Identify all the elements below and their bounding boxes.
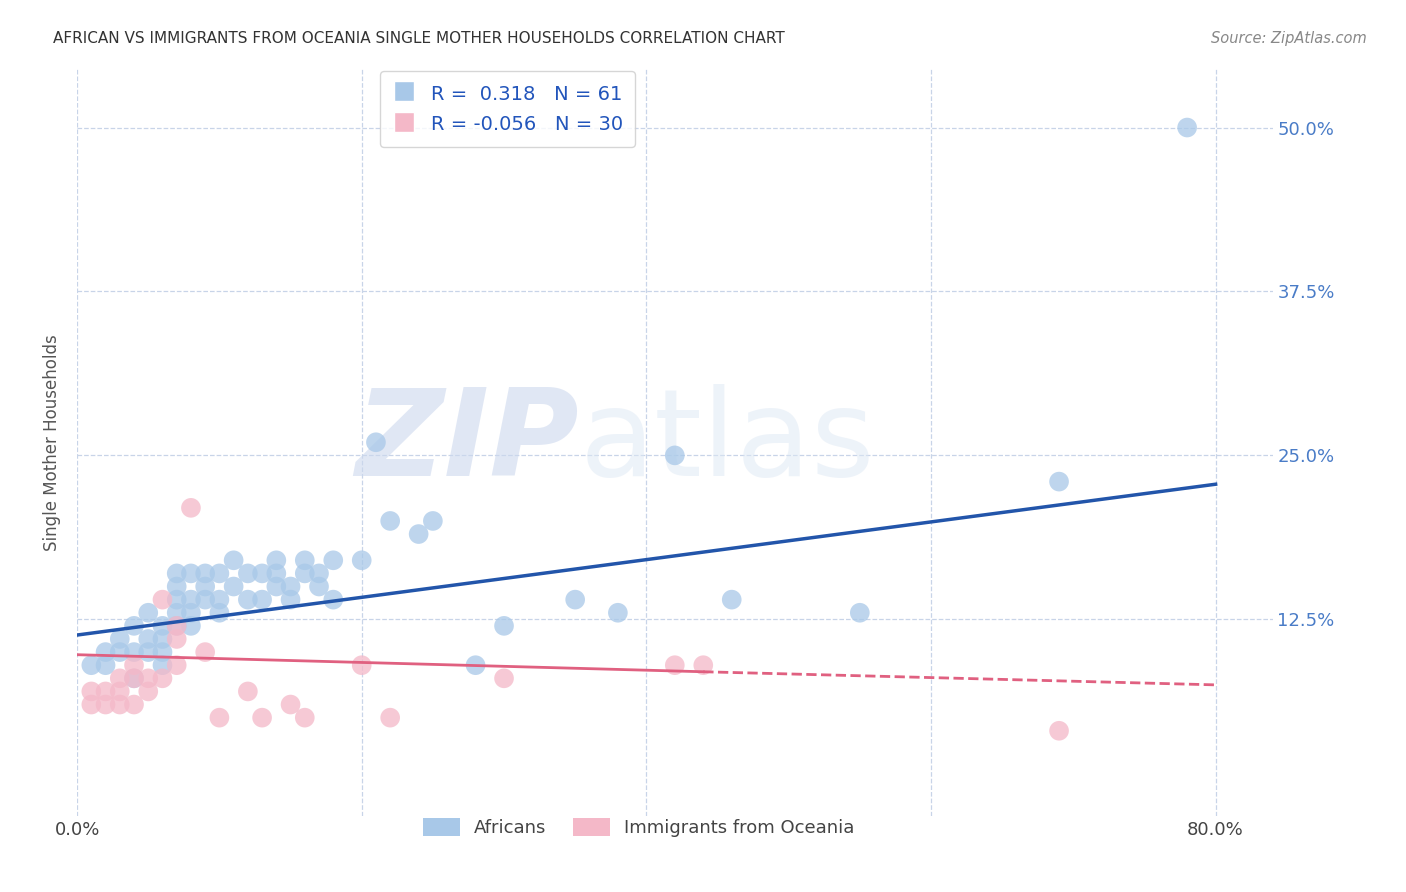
Point [152,592,174,607]
Point [380,711,402,725]
Point [108,684,131,698]
Point [208,711,231,725]
Point [108,698,131,712]
Point [1175,120,1198,135]
Point [280,580,302,594]
Point [108,671,131,685]
Point [236,566,259,581]
Point [166,592,188,607]
Point [122,658,145,673]
Point [80,684,103,698]
Point [152,645,174,659]
Point [94,645,117,659]
Point [194,566,217,581]
Point [364,435,387,450]
Point [380,514,402,528]
Text: AFRICAN VS IMMIGRANTS FROM OCEANIA SINGLE MOTHER HOUSEHOLDS CORRELATION CHART: AFRICAN VS IMMIGRANTS FROM OCEANIA SINGL… [53,31,785,46]
Point [266,580,288,594]
Point [1047,475,1070,489]
Point [322,592,344,607]
Point [152,632,174,646]
Point [350,658,373,673]
Point [194,580,217,594]
Point [492,671,515,685]
Point [136,606,159,620]
Point [108,632,131,646]
Point [122,671,145,685]
Point [1047,723,1070,738]
Text: atlas: atlas [579,384,875,500]
Point [266,566,288,581]
Point [180,500,202,515]
Point [236,592,259,607]
Point [180,619,202,633]
Text: Source: ZipAtlas.com: Source: ZipAtlas.com [1211,31,1367,46]
Point [136,684,159,698]
Point [294,566,316,581]
Point [294,711,316,725]
Point [564,592,586,607]
Point [322,553,344,567]
Point [208,566,231,581]
Point [122,645,145,659]
Point [492,619,515,633]
Point [208,592,231,607]
Y-axis label: Single Mother Households: Single Mother Households [44,334,60,550]
Point [122,698,145,712]
Point [720,592,742,607]
Point [122,619,145,633]
Point [294,553,316,567]
Point [280,592,302,607]
Point [350,553,373,567]
Point [308,566,330,581]
Point [849,606,872,620]
Point [250,711,273,725]
Point [122,671,145,685]
Point [194,645,217,659]
Point [94,698,117,712]
Point [180,566,202,581]
Point [308,580,330,594]
Point [136,671,159,685]
Point [94,658,117,673]
Point [250,592,273,607]
Point [166,658,188,673]
Point [108,645,131,659]
Point [166,619,188,633]
Point [236,684,259,698]
Point [166,580,188,594]
Legend: Africans, Immigrants from Oceania: Africans, Immigrants from Oceania [416,811,862,845]
Point [664,658,686,673]
Point [250,566,273,581]
Point [266,553,288,567]
Point [606,606,628,620]
Text: ZIP: ZIP [356,384,579,500]
Point [136,632,159,646]
Point [80,658,103,673]
Point [664,449,686,463]
Point [152,671,174,685]
Point [152,658,174,673]
Point [222,580,245,594]
Point [166,606,188,620]
Point [194,592,217,607]
Point [422,514,444,528]
Point [166,566,188,581]
Point [180,606,202,620]
Point [136,645,159,659]
Point [166,619,188,633]
Point [152,619,174,633]
Point [80,698,103,712]
Point [464,658,486,673]
Point [222,553,245,567]
Point [280,698,302,712]
Point [166,632,188,646]
Point [94,684,117,698]
Point [692,658,714,673]
Point [208,606,231,620]
Point [408,527,430,541]
Point [180,592,202,607]
